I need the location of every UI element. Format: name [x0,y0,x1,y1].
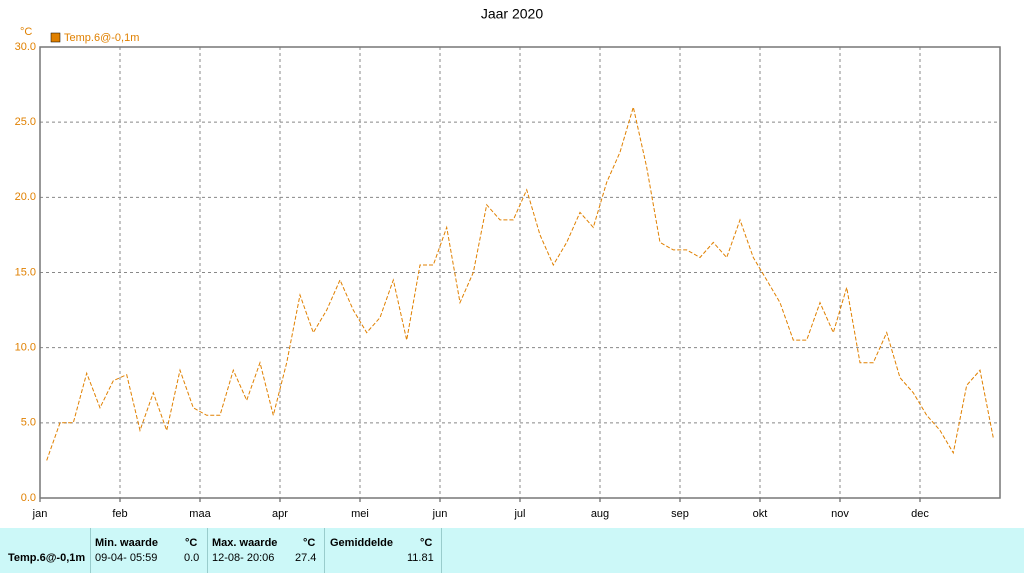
summary-table: Min. waarde °C Max. waarde °C Gemiddelde… [0,528,1024,573]
separator [207,528,208,573]
separator [90,528,91,573]
data-line [46,105,994,461]
x-tick-label: sep [671,508,689,520]
cell: 0.0 [184,552,200,564]
header: °C [185,537,198,549]
x-tick-label: apr [272,508,288,520]
y-tick-label: 10.0 [15,342,36,354]
plot-border [39,46,1001,499]
chart: Jaar 2020 °C 0.0 5.0 10.0 15.0 20.0 25.0 30.0 j… [15,6,1001,520]
separator [441,528,442,573]
y-tick-label: 30.0 [15,41,36,53]
y-tick-label: 0.0 [21,492,36,504]
x-tick-label: jun [432,508,448,520]
header: Max. waarde [212,537,278,549]
y-tick-label: 15.0 [15,266,36,278]
chart-title: Jaar 2020 [481,6,543,22]
y-axis-label: °C [20,26,32,38]
header: Min. waarde [95,537,158,549]
cell: 11.81 [407,552,434,564]
x-tick-label: jan [32,508,48,520]
legend-label: Temp.6@-0,1m [64,32,139,44]
cell: 12-08- 20:06 [212,552,275,564]
x-tick-label: nov [831,508,849,520]
x-tick-label: aug [591,508,609,520]
x-tick-label: maa [189,508,211,520]
x-tick-label: mei [351,508,369,520]
legend-swatch [50,32,61,43]
y-tick-label: 20.0 [15,191,36,203]
x-tick-label: okt [753,508,768,520]
x-tick-label: dec [911,508,929,520]
x-tick-label: feb [112,508,127,520]
cell: 09-04- 05:59 [95,552,158,564]
header: Gemiddelde [330,537,393,549]
header: °C [303,537,316,549]
header: °C [420,537,433,549]
x-tick-label: jul [513,508,525,520]
separator [324,528,325,573]
row-label: Temp.6@-0,1m [8,552,86,564]
y-tick-label: 5.0 [21,417,36,429]
y-tick-label: 25.0 [15,116,36,128]
cell: 27.4 [295,552,317,564]
